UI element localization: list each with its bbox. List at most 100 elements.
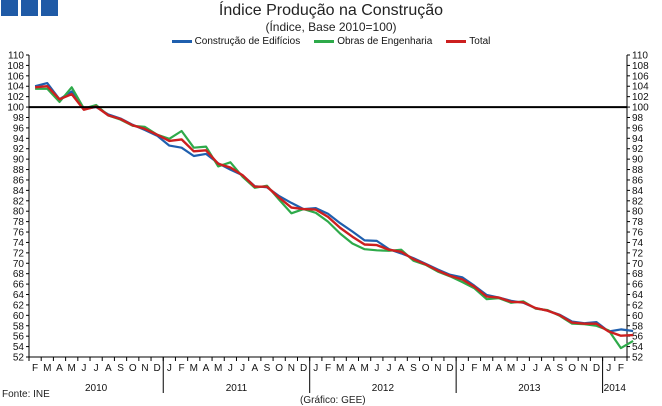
- legend-label-engenharia: Obras de Engenharia: [337, 36, 433, 47]
- y-tick-label-left: 74: [13, 238, 25, 249]
- y-tick-label-right: 106: [632, 71, 649, 82]
- x-tick-label: N: [288, 363, 295, 374]
- chart-title: Índice Produção na Construção: [218, 2, 444, 19]
- x-tick-label: M: [360, 363, 368, 374]
- x-tick-label: A: [203, 363, 210, 374]
- x-tick-label: A: [496, 363, 503, 374]
- x-tick-label: J: [460, 363, 465, 374]
- x-tick-label: M: [336, 363, 344, 374]
- x-tick-label: N: [434, 363, 441, 374]
- chart-subtitle: (Índice, Base 2010=100): [265, 20, 397, 34]
- y-tick-label-left: 80: [13, 207, 25, 218]
- y-tick-label-left: 110: [8, 51, 24, 62]
- x-tick-label: M: [68, 363, 76, 374]
- series-line-total: [34, 84, 634, 337]
- x-tick-label: A: [251, 363, 258, 374]
- year-label: 2014: [604, 383, 627, 394]
- legend-item-edificios: Construção de Edifícios: [171, 36, 301, 47]
- x-tick-label: M: [482, 363, 490, 374]
- x-tick-label: D: [154, 363, 161, 374]
- year-label: 2010: [85, 383, 108, 394]
- x-tick-label: M: [43, 363, 51, 374]
- y-tick-label-right: 60: [632, 311, 644, 322]
- source-note: Fonte: INE: [2, 389, 50, 400]
- y-tick-label-right: 88: [632, 165, 644, 176]
- y-tick-label-right: 70: [632, 259, 644, 270]
- y-tick-label-left: 78: [13, 217, 25, 228]
- y-tick-label-left: 52: [13, 353, 25, 364]
- y-tick-label-left: 96: [13, 123, 25, 134]
- x-tick-label: D: [446, 363, 453, 374]
- x-tick-label: S: [557, 363, 564, 374]
- x-tick-label: A: [544, 363, 551, 374]
- x-tick-label: J: [374, 363, 379, 374]
- logo-block: [21, 0, 38, 16]
- x-tick-label: S: [264, 363, 271, 374]
- y-tick-label-left: 106: [7, 71, 24, 82]
- y-tick-label-right: 74: [632, 238, 644, 249]
- year-label: 2012: [372, 383, 395, 394]
- y-tick-label-right: 76: [632, 228, 644, 239]
- y-tick-label-right: 90: [632, 155, 644, 166]
- y-tick-label-right: 54: [632, 342, 644, 353]
- x-tick-label: M: [190, 363, 198, 374]
- y-tick-label-right: 84: [632, 186, 644, 197]
- legend: Construção de Edifícios Obras de Engenha…: [0, 36, 662, 47]
- y-tick-label-right: 64: [632, 290, 644, 301]
- x-tick-label: N: [141, 363, 148, 374]
- y-tick-label-left: 90: [13, 155, 25, 166]
- y-tick-label-left: 102: [7, 92, 24, 103]
- y-tick-label-left: 72: [13, 248, 25, 259]
- y-tick-label-right: 80: [632, 207, 644, 218]
- x-tick-label: D: [593, 363, 600, 374]
- x-tick-label: F: [325, 363, 331, 374]
- y-tick-label-right: 72: [632, 248, 644, 259]
- year-label: 2013: [518, 383, 541, 394]
- x-tick-label: J: [167, 363, 172, 374]
- x-tick-label: S: [410, 363, 417, 374]
- y-tick-label-left: 94: [13, 134, 25, 145]
- x-tick-label: O: [568, 363, 576, 374]
- credit-note: (Gráfico: GEE): [300, 395, 366, 406]
- x-tick-label: A: [56, 363, 63, 374]
- y-tick-label-right: 110: [632, 51, 648, 62]
- y-tick-label-left: 108: [7, 61, 24, 72]
- legend-label-edificios: Construção de Edifícios: [194, 36, 301, 47]
- y-tick-label-right: 94: [632, 134, 644, 145]
- y-tick-label-right: 68: [632, 269, 644, 280]
- y-tick-label-right: 56: [632, 332, 644, 343]
- y-tick-label-left: 64: [13, 290, 25, 301]
- logo-block: [41, 0, 58, 16]
- logo-block: [1, 0, 18, 16]
- x-tick-label: A: [398, 363, 405, 374]
- x-tick-label: J: [521, 363, 526, 374]
- y-tick-label-left: 68: [13, 269, 25, 280]
- x-tick-label: O: [129, 363, 137, 374]
- x-tick-label: J: [228, 363, 233, 374]
- x-tick-label: J: [313, 363, 318, 374]
- x-tick-label: J: [240, 363, 245, 374]
- x-tick-label: J: [387, 363, 392, 374]
- y-tick-label-right: 96: [632, 123, 644, 134]
- y-tick-label-right: 92: [632, 144, 644, 155]
- x-tick-label: D: [300, 363, 307, 374]
- x-tick-label: N: [581, 363, 588, 374]
- y-tick-label-right: 98: [632, 113, 644, 124]
- y-tick-label-left: 84: [13, 186, 25, 197]
- x-tick-label: M: [214, 363, 222, 374]
- y-tick-label-right: 104: [632, 82, 649, 93]
- legend-swatch-total: [446, 40, 467, 43]
- y-tick-label-right: 62: [632, 300, 644, 311]
- x-tick-label: F: [178, 363, 184, 374]
- y-tick-label-left: 82: [13, 196, 25, 207]
- x-tick-label: F: [32, 363, 38, 374]
- year-label: 2011: [226, 383, 248, 394]
- x-tick-label: J: [533, 363, 538, 374]
- y-tick-label-left: 70: [13, 259, 25, 270]
- y-tick-label-right: 66: [632, 280, 644, 291]
- y-tick-label-left: 62: [13, 300, 25, 311]
- legend-swatch-engenharia: [314, 40, 335, 43]
- y-tick-label-right: 58: [632, 321, 644, 332]
- x-tick-label: J: [81, 363, 86, 374]
